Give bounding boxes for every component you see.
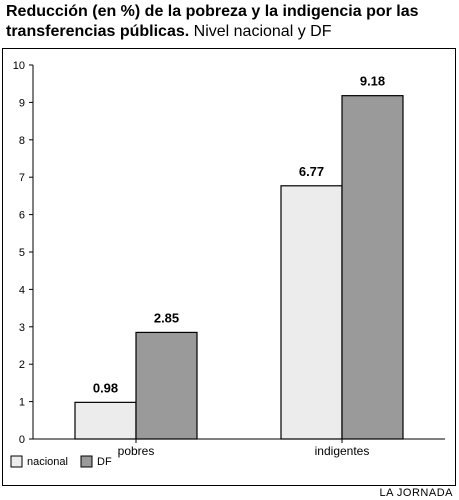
- data-label-pobres-DF: 2.85: [154, 310, 179, 325]
- y-tick-label-3: 3: [19, 322, 25, 334]
- y-tick-label-4: 4: [19, 284, 25, 296]
- chart-frame: 0 1 2 3 4 5 6 7 8 9 10 0.98 2.85 pobres 6.77 9.18 indige…: [2, 48, 456, 486]
- y-tick-label-10: 10: [13, 60, 25, 72]
- data-label-pobres-nacional: 0.98: [93, 380, 118, 395]
- y-tick-label-1: 1: [19, 397, 25, 409]
- legend-swatch-DF: [80, 455, 93, 468]
- y-tick-label-0: 0: [19, 434, 25, 446]
- legend-label-DF: DF: [97, 456, 112, 468]
- legend-label-nacional: nacional: [27, 456, 68, 468]
- y-tick-label-5: 5: [19, 247, 25, 259]
- bar-indigentes-DF: [341, 95, 404, 440]
- x-tick-label-pobres: pobres: [118, 444, 155, 458]
- y-tick-label-2: 2: [19, 359, 25, 371]
- bar-pobres-DF: [135, 331, 198, 440]
- bar-chart: 0 1 2 3 4 5 6 7 8 9 10 0.98 2.85 pobres 6.77 9.18 indige…: [10, 60, 445, 468]
- y-tick-label-9: 9: [19, 97, 25, 109]
- legend-swatch-nacional: [10, 455, 23, 468]
- chart-title-main: Reducción (en %) de la pobreza y la indi…: [6, 3, 419, 40]
- y-tick-label-6: 6: [19, 210, 25, 222]
- bar-pobres-nacional: [74, 401, 137, 440]
- source-credit: LA JORNADA: [379, 487, 453, 499]
- y-tick-label-8: 8: [19, 135, 25, 147]
- data-label-indigentes-nacional: 6.77: [299, 164, 324, 179]
- chart-title-subtitle: Nivel nacional y DF: [193, 23, 332, 40]
- chart-title: Reducción (en %) de la pobreza y la indi…: [6, 2, 456, 42]
- x-tick-label-indigentes: indigentes: [315, 444, 370, 458]
- y-tick-label-7: 7: [19, 172, 25, 184]
- bar-indigentes-nacional: [280, 185, 343, 440]
- data-label-indigentes-DF: 9.18: [360, 74, 385, 89]
